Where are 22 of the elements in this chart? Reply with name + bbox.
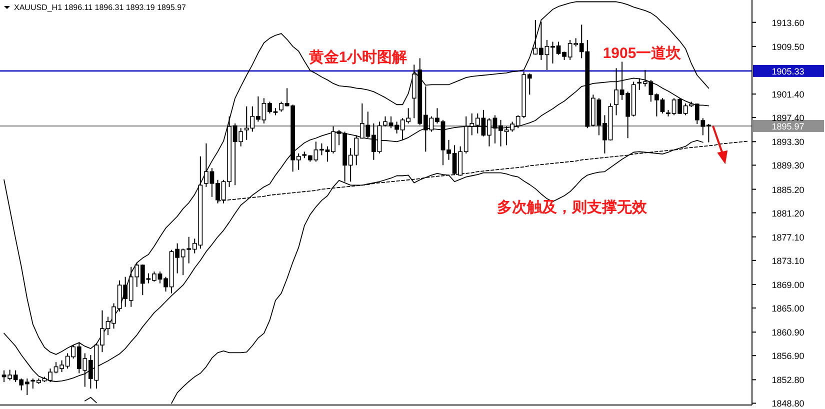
y-tick-label: 1848.80 <box>772 398 804 409</box>
y-tick-label: 1873.10 <box>772 256 804 266</box>
y-tick-label: 1852.80 <box>772 375 804 386</box>
y-tick-label: 1889.30 <box>772 160 804 171</box>
y-tick-label: 1885.20 <box>772 184 804 195</box>
annotation: 多次触及，则支撑无效 <box>497 199 648 216</box>
y-tick-label: 1913.60 <box>772 18 804 28</box>
y-tick-label: 1897.40 <box>772 113 804 124</box>
ref-line-label: 1895.97 <box>772 121 804 132</box>
y-tick-label: 1856.90 <box>772 351 804 362</box>
annotation: 1905一道坎 <box>602 45 682 62</box>
y-tick-label: 1901.40 <box>772 90 804 100</box>
y-tick-label: 1909.50 <box>772 42 804 52</box>
annotation: XAUUSD_H1 1896.11 1896.31 1893.19 1895.97 <box>14 3 187 12</box>
y-tick-label: 1865.00 <box>772 304 804 314</box>
y-tick-label: 1877.10 <box>772 232 804 242</box>
ref-line-label: 1905.33 <box>772 66 804 76</box>
y-tick-label: 1860.90 <box>772 328 804 338</box>
y-tick-label: 1869.00 <box>772 280 804 290</box>
annotation: 黄金1小时图解 <box>308 49 408 66</box>
y-tick-label: 1881.20 <box>772 208 804 218</box>
y-tick-label: 1893.30 <box>772 137 804 148</box>
